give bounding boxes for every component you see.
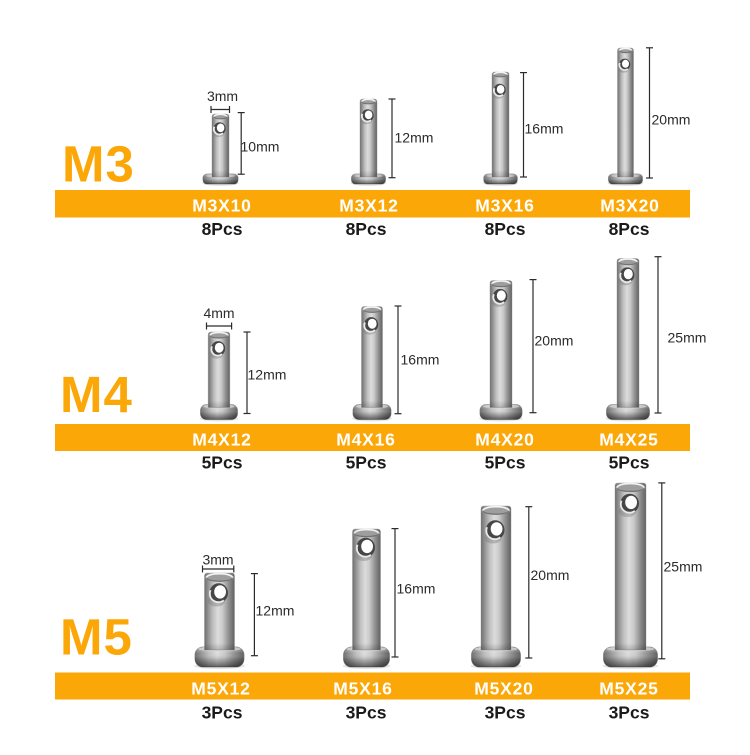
svg-text:16mm: 16mm [397, 581, 436, 597]
svg-text:25mm: 25mm [664, 559, 703, 575]
svg-text:10mm: 10mm [241, 139, 280, 155]
svg-text:12mm: 12mm [395, 130, 434, 146]
svg-text:3Pcs: 3Pcs [346, 703, 387, 723]
svg-text:3mm: 3mm [207, 88, 238, 104]
svg-text:3Pcs: 3Pcs [485, 703, 526, 723]
svg-text:M3X16: M3X16 [475, 196, 534, 216]
svg-text:5Pcs: 5Pcs [485, 453, 526, 473]
svg-text:12mm: 12mm [256, 603, 295, 619]
svg-text:8Pcs: 8Pcs [609, 219, 650, 239]
svg-text:M3X12: M3X12 [339, 196, 398, 216]
svg-text:5Pcs: 5Pcs [346, 453, 387, 473]
svg-text:25mm: 25mm [668, 330, 707, 346]
svg-text:4mm: 4mm [203, 305, 234, 321]
svg-text:5Pcs: 5Pcs [609, 453, 650, 473]
svg-text:5Pcs: 5Pcs [202, 453, 243, 473]
svg-text:M5X25: M5X25 [599, 679, 658, 699]
svg-text:12mm: 12mm [248, 367, 287, 383]
svg-text:M5X12: M5X12 [191, 679, 250, 699]
svg-text:8Pcs: 8Pcs [346, 219, 387, 239]
svg-text:8Pcs: 8Pcs [485, 219, 526, 239]
svg-text:M4X16: M4X16 [336, 430, 395, 450]
svg-text:M4X20: M4X20 [475, 430, 534, 450]
svg-text:M3X10: M3X10 [192, 196, 251, 216]
svg-text:20mm: 20mm [535, 333, 574, 349]
svg-text:M5X20: M5X20 [474, 679, 533, 699]
svg-text:M5: M5 [60, 609, 133, 666]
svg-text:M3: M3 [62, 136, 135, 193]
svg-text:M3X20: M3X20 [600, 196, 659, 216]
svg-text:20mm: 20mm [652, 112, 691, 128]
svg-text:3Pcs: 3Pcs [202, 703, 243, 723]
svg-text:16mm: 16mm [525, 121, 564, 137]
svg-text:20mm: 20mm [531, 567, 570, 583]
svg-text:8Pcs: 8Pcs [202, 219, 243, 239]
svg-text:M5X16: M5X16 [333, 679, 392, 699]
svg-text:3Pcs: 3Pcs [609, 703, 650, 723]
svg-text:16mm: 16mm [401, 352, 440, 368]
svg-text:M4: M4 [60, 366, 133, 423]
svg-text:M4X25: M4X25 [599, 430, 658, 450]
svg-text:M4X12: M4X12 [192, 430, 251, 450]
svg-text:3mm: 3mm [202, 552, 233, 568]
